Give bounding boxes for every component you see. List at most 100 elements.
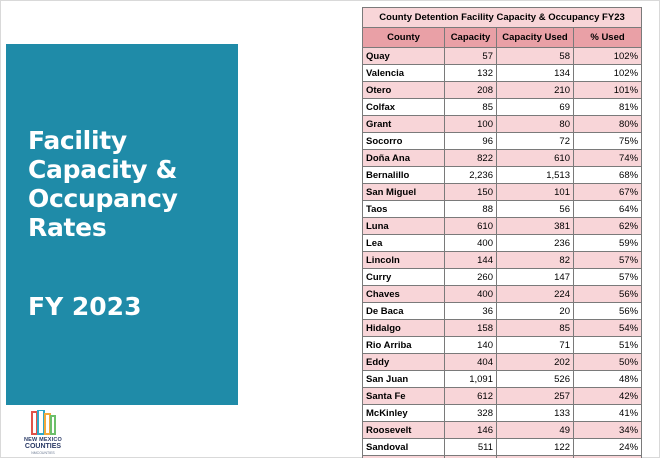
slide-year: FY 2023 [28,292,142,321]
county-cell: Taos [362,200,445,218]
capacity-used-cell: 210 [496,81,574,99]
capacity-cell: 822 [444,149,497,167]
capacity-cell: 511 [444,438,497,456]
table-row: Rio Arriba 140 71 51% [362,336,643,354]
capacity-cell: 208 [444,81,497,99]
capacity-cell: 404 [444,353,497,371]
county-cell: Chaves [362,285,445,303]
table-title-row: County Detention Facility Capacity & Occ… [361,7,643,28]
capacity-used-cell: 257 [496,387,574,405]
county-cell: San Miguel [362,183,445,201]
percent-used-cell: 34% [572,421,643,439]
capacity-cell: 144 [444,251,497,269]
percent-used-cell: 51% [572,336,643,354]
capacity-cell: 612 [444,387,497,405]
county-cell: Lea [362,234,445,252]
county-cell: Hidalgo [362,319,445,337]
capacity-used-cell: 526 [496,370,574,388]
percent-used-cell: 50% [572,353,643,371]
capacity-cell: 146 [444,421,497,439]
table-row: Eddy 404 202 50% [362,353,643,371]
table-row: Curry 260 147 57% [362,268,643,286]
table-row: Quay 57 58 102% [362,47,643,65]
capacity-cell: 158 [444,319,497,337]
county-cell: Roosevelt [362,421,445,439]
capacity-used-cell: 133 [496,404,574,422]
table-row: Lea 400 236 59% [362,234,643,252]
county-cell: Socorro [362,132,445,150]
percent-used-cell: 48% [572,370,643,388]
column-header: County [362,27,445,48]
capacity-used-cell: 134 [496,64,574,82]
capacity-cell: 400 [444,234,497,252]
title-panel: Facility Capacity & Occupancy Rates FY 2… [6,44,238,405]
table-row: San Miguel 150 101 67% [362,183,643,201]
percent-used-cell: 101% [572,81,643,99]
county-cell: Grant [362,115,445,133]
table-row: Taos 88 56 64% [362,200,643,218]
percent-used-cell: 67% [572,183,643,201]
capacity-used-cell: 1,513 [496,166,574,184]
county-cell: Curry [362,268,445,286]
capacity-used-cell: 82 [496,251,574,269]
capacity-used-cell: 610 [496,149,574,167]
capacity-cell: 2,236 [444,166,497,184]
percent-used-cell: 57% [572,268,643,286]
capacity-cell: 1,091 [444,370,497,388]
percent-used-cell: 68% [572,166,643,184]
capacity-cell: 85 [444,98,497,116]
county-cell: San Juan [362,370,445,388]
capacity-cell: 57 [444,47,497,65]
capacity-cell: 328 [444,404,497,422]
capacity-used-cell: 80 [496,115,574,133]
slide-title-line: Rates [28,213,107,242]
county-cell: Lincoln [362,251,445,269]
county-cell: Bernalillo [362,166,445,184]
table-row: San Juan 1,091 526 48% [362,370,643,388]
percent-used-cell: 19% [572,455,643,458]
table-row: Socorro 96 72 75% [362,132,643,150]
table-row: Grant 100 80 80% [362,115,643,133]
capacity-used-cell: 71 [496,336,574,354]
capacity-used-cell: 49 [496,421,574,439]
percent-used-cell: 102% [572,64,643,82]
percent-used-cell: 56% [572,302,643,320]
table-header-row: County Capacity Capacity Used % Used [362,27,643,48]
capacity-used-cell: 56 [496,200,574,218]
column-header: % Used [572,27,643,48]
table-row: Los Alamos26519% [362,455,643,458]
slide-title-line: Capacity & [28,155,178,184]
table-row: Santa Fe 612 257 42% [362,387,643,405]
table-body: Quay 57 58 102% Valencia 132 134 102% Otero 208 21… [362,47,643,458]
capacity-used-cell: 381 [496,217,574,235]
capacity-cell: 88 [444,200,497,218]
capacity-used-cell: 202 [496,353,574,371]
table-row: Valencia 132 134 102% [362,64,643,82]
percent-used-cell: 81% [572,98,643,116]
county-cell: Doña Ana [362,149,445,167]
percent-used-cell: 74% [572,149,643,167]
capacity-cell: 150 [444,183,497,201]
county-cell: McKinley [362,404,445,422]
capacity-used-cell: 20 [496,302,574,320]
county-cell: Quay [362,47,445,65]
slide-title: Facility Capacity & Occupancy Rates [28,126,233,242]
table-row: Lincoln 144 82 57% [362,251,643,269]
logo-text: NMCOUNTIES [31,451,55,455]
capacity-cell: 132 [444,64,497,82]
percent-used-cell: 54% [572,319,643,337]
capacity-used-cell: 147 [496,268,574,286]
county-cell: Rio Arriba [362,336,445,354]
table-row: Sandoval 511 122 24% [362,438,643,456]
capacity-cell: 100 [444,115,497,133]
capacity-cell: 610 [444,217,497,235]
percent-used-cell: 75% [572,132,643,150]
table-row: McKinley 328 133 41% [362,404,643,422]
percent-used-cell: 59% [572,234,643,252]
county-cell: Santa Fe [362,387,445,405]
capacity-used-cell: 85 [496,319,574,337]
county-cell: Valencia [362,64,445,82]
table-row: Hidalgo 158 85 54% [362,319,643,337]
county-cell: Otero [362,81,445,99]
county-cell: Eddy [362,353,445,371]
